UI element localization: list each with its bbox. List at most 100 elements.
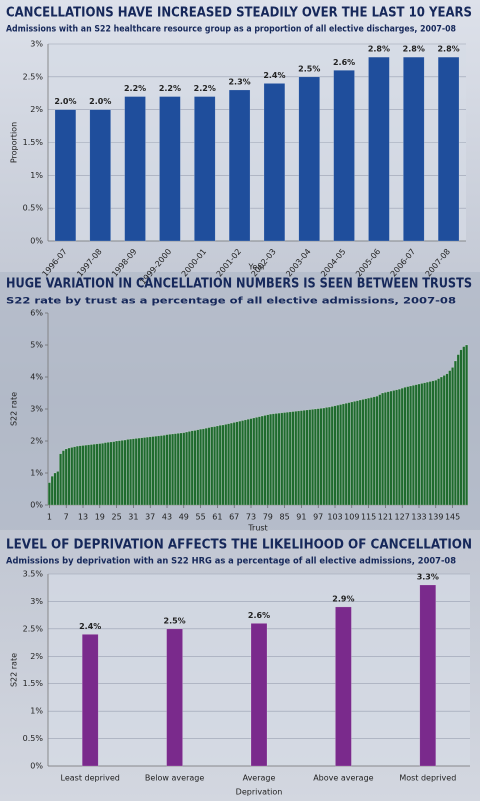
bar: [187, 431, 191, 506]
bar: [409, 385, 413, 506]
bar: [383, 392, 387, 506]
x-tick-label: 133: [411, 513, 426, 522]
x-tick-label: 25: [112, 513, 122, 522]
bar: [367, 397, 371, 506]
bar: [193, 430, 197, 506]
x-tick-label: 79: [263, 513, 273, 522]
bar: [389, 390, 393, 506]
y-tick-label: 0.5%: [23, 734, 44, 743]
bar: [364, 398, 368, 506]
bar: [294, 410, 298, 506]
x-tick-label: 7: [64, 513, 69, 522]
bar: [291, 411, 295, 506]
y-tick-label: 1.5%: [23, 679, 44, 688]
bar: [134, 438, 138, 506]
y-tick-label: 0%: [30, 501, 43, 510]
y-tick-label: 1.5%: [23, 138, 44, 147]
x-axis-label: Deprivation: [236, 788, 283, 797]
bar: [420, 383, 424, 506]
bar: [207, 427, 211, 506]
bar: [263, 415, 267, 506]
bar: [64, 448, 68, 506]
value-label: 2.4%: [79, 622, 101, 631]
x-axis-label: Trust: [247, 524, 267, 533]
value-label: 2.8%: [368, 45, 390, 54]
bar: [308, 409, 312, 506]
bar: [361, 399, 365, 506]
bar: [280, 412, 284, 506]
x-tick-label: 127: [395, 513, 410, 522]
bar: [106, 442, 110, 506]
bar: [194, 96, 216, 242]
bar: [369, 397, 373, 506]
chart-title: LEVEL OF DEPRIVATION AFFECTS THE LIKELIH…: [6, 538, 472, 553]
y-tick-label: 1%: [30, 707, 43, 716]
bar: [358, 399, 362, 506]
y-tick-label: 4%: [30, 373, 43, 382]
bar: [252, 417, 256, 506]
bar: [166, 628, 183, 767]
bar: [109, 441, 113, 506]
bar: [459, 349, 463, 506]
value-label: 2.8%: [403, 45, 425, 54]
y-axis-label: Proportion: [10, 122, 19, 163]
bar: [327, 406, 331, 506]
bar: [375, 395, 379, 506]
bar: [75, 445, 79, 506]
x-tick-label: 121: [378, 513, 393, 522]
bar: [336, 404, 340, 506]
bar: [381, 392, 385, 506]
x-tick-label: Average: [243, 774, 276, 783]
bar: [235, 421, 239, 506]
bar: [117, 440, 121, 506]
x-tick-label: 43: [162, 513, 172, 522]
chart-subtitle: Admissions by deprivation with an S22 HR…: [6, 557, 456, 567]
bar: [400, 387, 404, 506]
bar: [182, 432, 186, 506]
bar: [350, 401, 354, 506]
bar: [260, 415, 264, 506]
chart-subtitle: Admissions with an S22 healthcare resour…: [6, 25, 456, 35]
bar: [73, 446, 77, 506]
bar: [204, 427, 208, 506]
bar: [425, 381, 429, 506]
bar: [47, 482, 51, 506]
bar: [378, 394, 382, 506]
x-tick-label: 115: [361, 513, 376, 522]
bar: [325, 407, 329, 506]
x-tick-label: Below average: [145, 774, 204, 783]
bar: [319, 408, 323, 506]
value-label: 2.5%: [164, 616, 186, 625]
bar: [372, 396, 376, 506]
chart-subtitle: S22 rate by trust as a percentage of all…: [6, 297, 456, 307]
bar: [353, 401, 357, 506]
bar: [221, 424, 225, 506]
bar: [103, 442, 107, 506]
x-tick-label: 109: [344, 513, 359, 522]
bar: [330, 406, 334, 506]
bar: [288, 411, 292, 506]
value-label: 2.5%: [298, 64, 320, 73]
bar: [159, 435, 163, 506]
bar: [335, 606, 352, 767]
bar: [411, 385, 415, 506]
bar: [462, 346, 466, 506]
bar: [171, 433, 175, 506]
bar: [157, 435, 161, 506]
bar: [190, 430, 194, 506]
bar: [417, 383, 421, 506]
bar: [84, 444, 88, 506]
bar: [81, 634, 99, 767]
x-tick-label: 13: [78, 513, 88, 522]
bar: [95, 443, 99, 506]
value-label: 2.6%: [248, 611, 270, 620]
bar: [224, 424, 228, 506]
y-axis-label: S22 rate: [10, 653, 19, 687]
bar: [56, 471, 60, 506]
bar: [465, 344, 469, 506]
x-tick-label: 67: [229, 513, 239, 522]
bar: [298, 76, 320, 242]
bar: [59, 453, 63, 506]
x-tick-label: 37: [145, 513, 155, 522]
bar: [243, 419, 247, 506]
